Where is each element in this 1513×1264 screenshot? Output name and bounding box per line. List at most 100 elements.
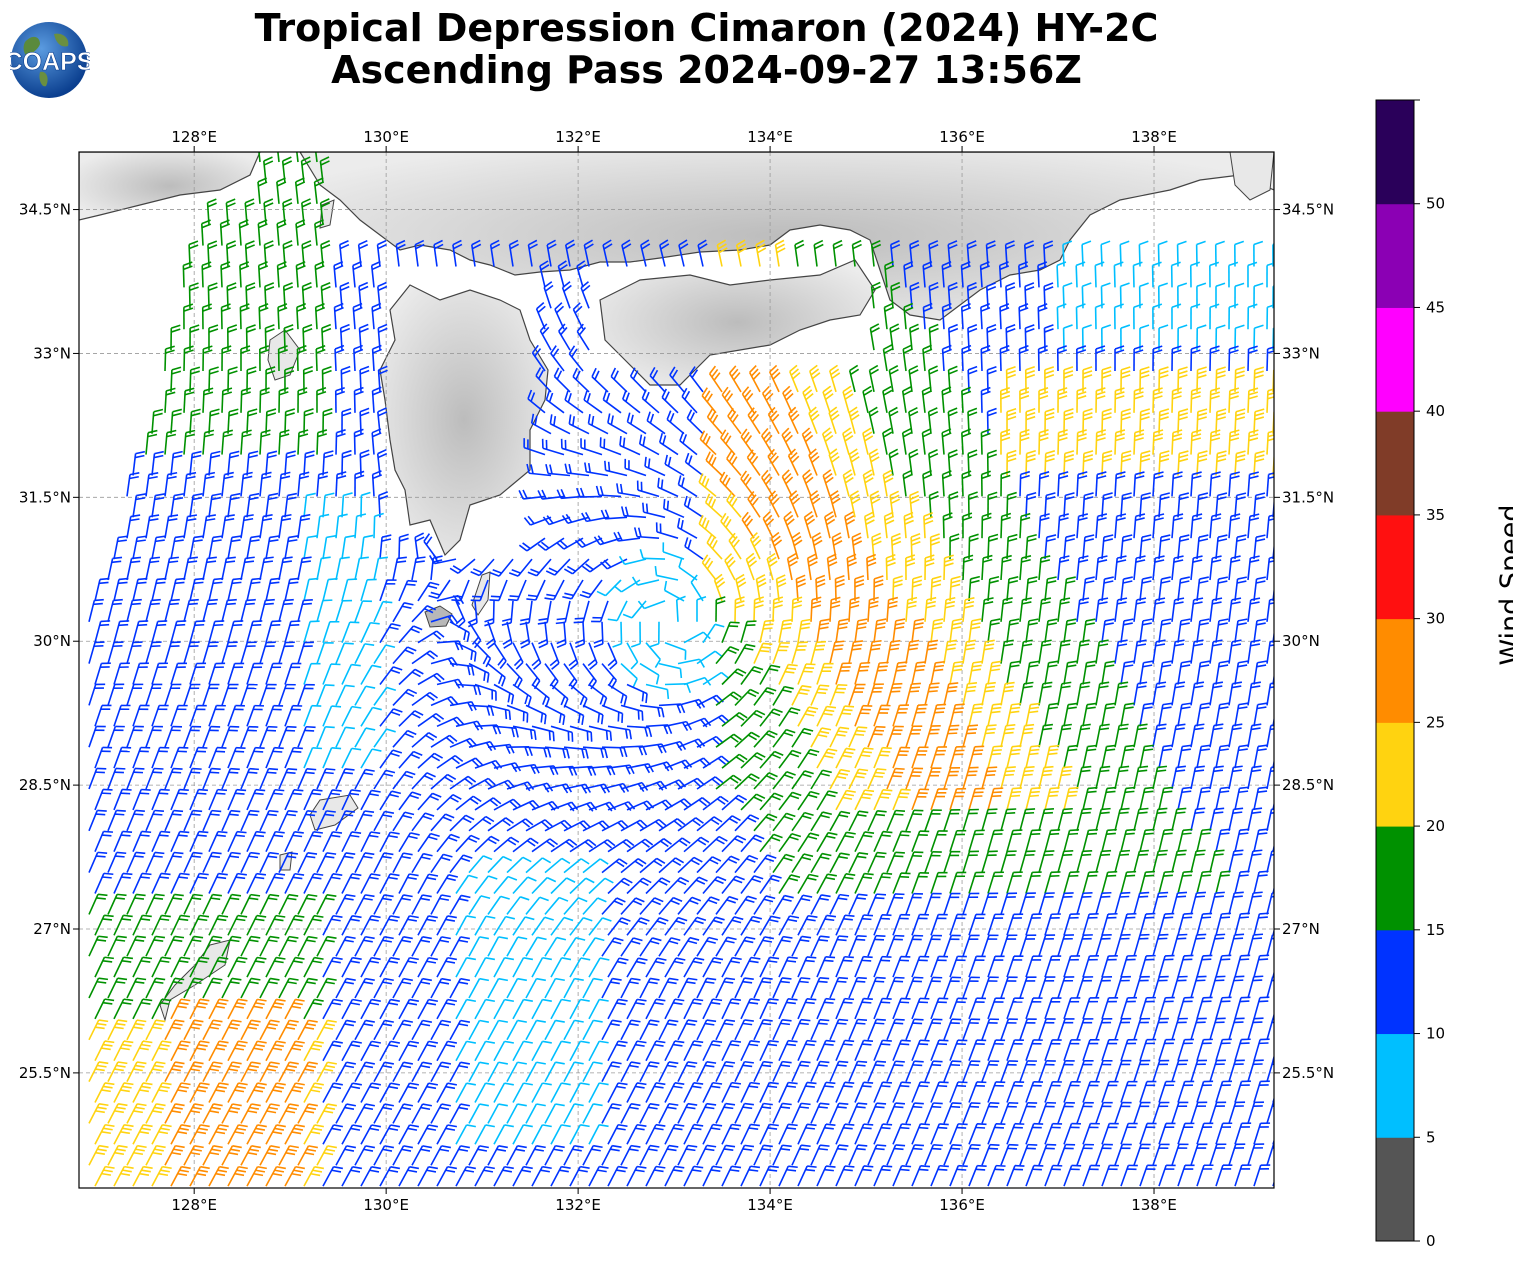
wind-barb bbox=[1000, 892, 1018, 915]
wind-barb bbox=[132, 1124, 153, 1145]
wind-barb bbox=[949, 703, 965, 727]
wind-barb bbox=[631, 576, 660, 586]
wind-barb bbox=[531, 725, 555, 742]
wind-barb bbox=[316, 935, 337, 957]
wind-barb bbox=[164, 598, 180, 622]
wind-barb bbox=[1292, 535, 1303, 559]
wind-barb bbox=[1152, 345, 1163, 372]
wind-barb bbox=[1006, 829, 1023, 852]
lat-label-right: 30°N bbox=[1282, 632, 1320, 650]
wind-barb bbox=[493, 683, 515, 705]
wind-barb bbox=[1038, 1060, 1056, 1082]
wind-barb bbox=[607, 725, 632, 740]
wind-barb bbox=[791, 977, 811, 999]
wind-barb bbox=[1189, 261, 1200, 288]
wind-barb bbox=[582, 858, 609, 874]
lon-label-bottom: 134°E bbox=[747, 1196, 793, 1214]
wind-barb bbox=[1095, 429, 1107, 455]
wind-barb bbox=[303, 577, 319, 602]
wind-barb bbox=[683, 836, 710, 853]
wind-barb bbox=[493, 956, 515, 978]
wind-barb bbox=[322, 914, 343, 936]
wind-barb bbox=[520, 621, 531, 649]
wind-barb bbox=[696, 694, 724, 707]
wind-barb bbox=[1076, 639, 1090, 664]
wind-barb bbox=[696, 816, 723, 832]
wind-barb bbox=[1158, 996, 1175, 1020]
wind-barb bbox=[848, 893, 868, 915]
wind-barb bbox=[696, 1144, 717, 1166]
lat-label-left: 31.5°N bbox=[19, 488, 71, 506]
wind-barb bbox=[1006, 491, 1017, 518]
wind-barb bbox=[1063, 1164, 1082, 1187]
wind-barb bbox=[1177, 1080, 1195, 1103]
wind-barb bbox=[126, 683, 144, 706]
wind-barb bbox=[962, 934, 980, 957]
wind-barb bbox=[303, 956, 324, 978]
wind-barb bbox=[1018, 345, 1029, 372]
wind-barb bbox=[1190, 471, 1202, 497]
wind-barb bbox=[987, 745, 1003, 769]
wind-barb bbox=[1019, 850, 1036, 873]
wind-barb bbox=[183, 429, 196, 455]
wind-barb bbox=[414, 532, 425, 560]
wind-barb bbox=[1151, 261, 1162, 288]
colorbar-bin bbox=[1376, 100, 1414, 205]
wind-barb bbox=[202, 641, 219, 664]
wind-barb bbox=[227, 450, 240, 476]
wind-barb bbox=[487, 1019, 508, 1041]
wind-barb bbox=[1209, 387, 1221, 413]
wind-barb bbox=[1292, 745, 1305, 768]
wind-barb bbox=[1000, 428, 1011, 455]
wind-barb bbox=[968, 1081, 987, 1103]
wind-barb bbox=[761, 428, 774, 456]
wind-barb bbox=[132, 746, 151, 769]
wind-barb bbox=[962, 682, 978, 706]
wind-barb bbox=[341, 663, 361, 685]
wind-barb bbox=[1057, 1060, 1075, 1082]
wind-barb bbox=[227, 1124, 248, 1145]
wind-barb bbox=[265, 408, 277, 434]
wind-barb bbox=[563, 1144, 584, 1166]
wind-barb bbox=[265, 450, 278, 476]
wind-barb bbox=[924, 851, 942, 873]
wind-barb bbox=[94, 998, 115, 1020]
wind-barb bbox=[1095, 1017, 1113, 1041]
wind-barb bbox=[295, 261, 306, 288]
wind-barb bbox=[1113, 261, 1124, 288]
wind-barb bbox=[866, 553, 877, 581]
wind-barb bbox=[639, 977, 660, 999]
wind-barb bbox=[544, 819, 572, 832]
wind-barb bbox=[221, 641, 238, 664]
wind-barb bbox=[341, 578, 358, 602]
wind-barb bbox=[526, 579, 546, 601]
wind-barb bbox=[696, 977, 717, 999]
wind-barb bbox=[265, 788, 285, 811]
wind-barb bbox=[316, 1103, 337, 1124]
wind-barb bbox=[927, 407, 939, 434]
wind-barb bbox=[868, 406, 879, 434]
wind-barb bbox=[354, 727, 376, 748]
wind-barb bbox=[392, 1145, 414, 1166]
wind-barb bbox=[868, 364, 879, 393]
wind-barb bbox=[360, 578, 377, 602]
wind-barb bbox=[1082, 786, 1098, 811]
wind-barb bbox=[417, 792, 442, 811]
wind-barb bbox=[240, 345, 251, 372]
wind-barb bbox=[1171, 891, 1188, 915]
wind-barb bbox=[525, 1103, 546, 1124]
wind-barb bbox=[474, 956, 496, 978]
wind-barb bbox=[968, 871, 986, 894]
wind-barb bbox=[1076, 723, 1091, 748]
wind-barb bbox=[810, 640, 827, 664]
wind-barb bbox=[892, 1123, 912, 1145]
wind-barb bbox=[240, 1145, 261, 1166]
wind-barb bbox=[538, 621, 549, 649]
wind-barb bbox=[392, 1061, 414, 1082]
wind-barb bbox=[246, 620, 263, 643]
wind-barb bbox=[1082, 1080, 1100, 1103]
wind-barb bbox=[1063, 1122, 1081, 1145]
wind-barb bbox=[1266, 346, 1274, 372]
wind-barb bbox=[607, 683, 628, 706]
wind-barb bbox=[221, 556, 236, 581]
